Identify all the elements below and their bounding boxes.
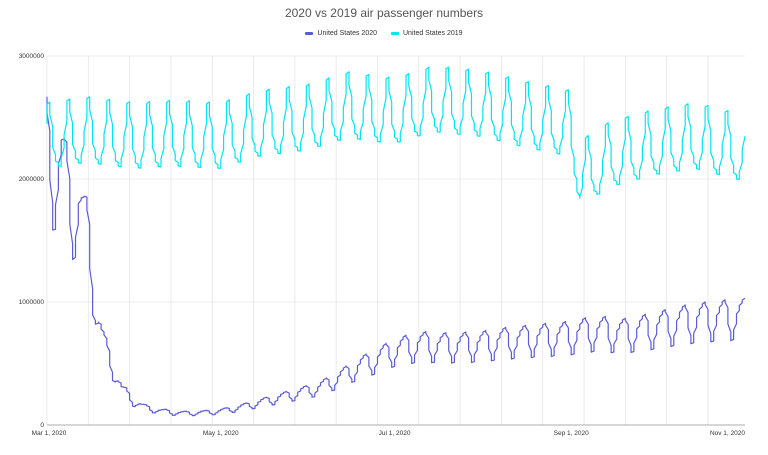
x-tick-label-2: Jul 1, 2020: [379, 430, 411, 437]
y-tick-label-1: 1000000: [19, 299, 45, 306]
legend: United States 2020 United States 2019: [0, 30, 768, 37]
legend-label-2019: United States 2019: [403, 30, 463, 37]
y-tick-label-0: 0: [40, 422, 44, 429]
legend-label-2020: United States 2020: [317, 30, 377, 37]
legend-swatch-2020: [305, 32, 314, 35]
series-line-2019: [46, 66, 746, 199]
x-tick-label-4: Nov 1, 2020: [710, 430, 745, 437]
legend-item-2020[interactable]: United States 2020: [305, 30, 377, 37]
x-tick-label-3: Sep 1, 2020: [554, 430, 589, 437]
x-tick-label-0: Mar 1, 2020: [32, 430, 67, 437]
chart-title: 2020 vs 2019 air passenger numbers: [284, 6, 484, 20]
y-tick-label-3: 3000000: [19, 53, 45, 60]
x-tick-label-1: May 1, 2020: [203, 430, 239, 437]
legend-item-2019[interactable]: United States 2019: [391, 30, 463, 37]
series-line-2020: [46, 96, 746, 417]
legend-swatch-2019: [391, 32, 399, 35]
y-tick-label-2: 2000000: [19, 176, 45, 183]
